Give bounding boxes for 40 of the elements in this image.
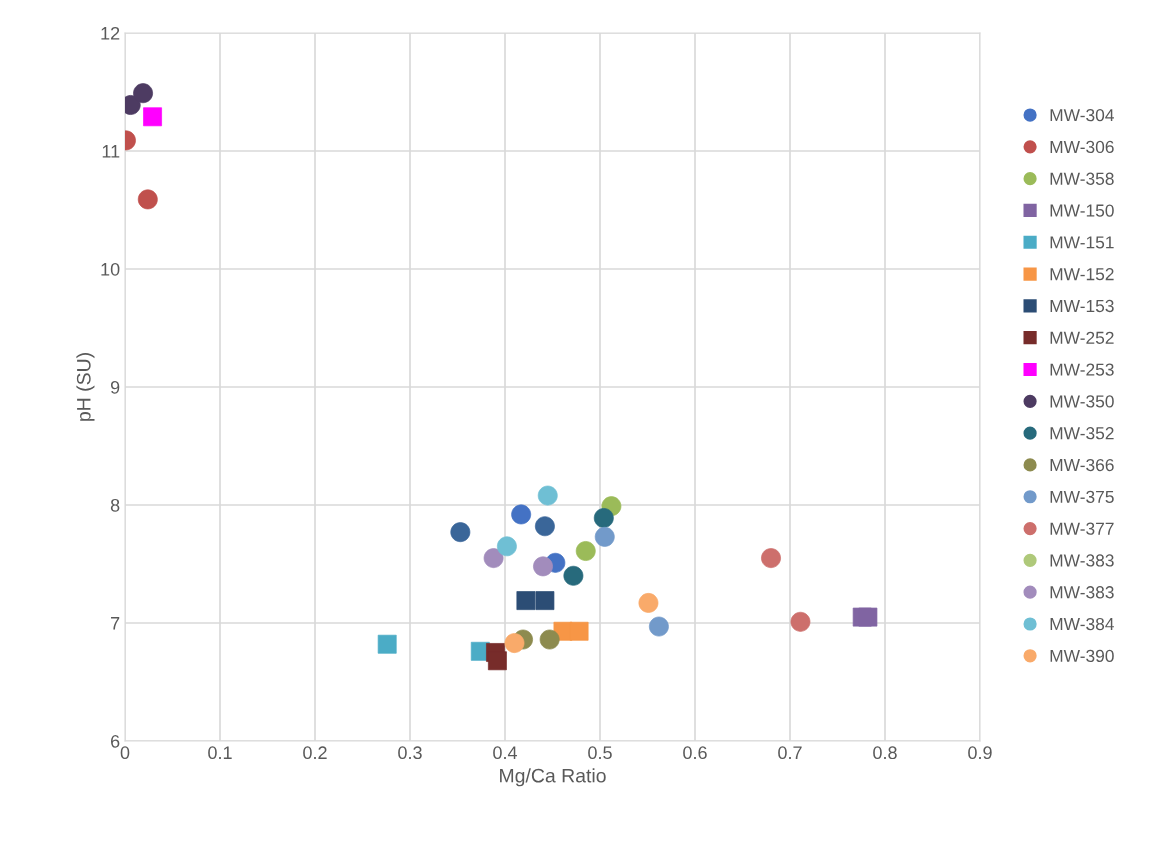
point xyxy=(563,565,584,586)
legend-label: MW-306 xyxy=(1050,140,1114,154)
legend-label: MW-304 xyxy=(1050,108,1114,122)
x-tick-label: 0.7 xyxy=(778,746,802,760)
y-axis-title: pH (SU) xyxy=(76,353,95,421)
legend-label: MW-350 xyxy=(1050,395,1114,408)
x-axis-title: Mg/Ca Ratio xyxy=(500,768,606,787)
x-tick-label: 0.5 xyxy=(588,746,612,760)
legend-label: MW-151 xyxy=(1050,236,1114,249)
legend-label: MW-152 xyxy=(1050,268,1114,281)
legend-label: MW-377 xyxy=(1050,522,1114,535)
x-tick-label: 0.4 xyxy=(493,746,518,760)
legend-label: MW-252 xyxy=(1050,331,1114,344)
legend-label: MW-153 xyxy=(1050,299,1114,313)
x-tick-label: 0.3 xyxy=(398,746,422,760)
x-tick-label: 0 xyxy=(120,746,130,760)
x-tick-label: 0.9 xyxy=(968,746,992,760)
legend-label: MW-366 xyxy=(1050,458,1114,472)
x-tick-label: 0.8 xyxy=(873,746,897,760)
legend-label: MW-253 xyxy=(1050,363,1114,376)
legend-label: MW-384 xyxy=(1050,617,1114,631)
x-tick-label: 0.2 xyxy=(303,746,327,760)
x-tick-label: 0.1 xyxy=(208,746,232,760)
legend-label: MW-383 xyxy=(1050,554,1114,567)
point xyxy=(575,541,596,561)
y-tick-label: 10 xyxy=(101,262,120,276)
y-tick-label: 12 xyxy=(101,26,120,40)
point xyxy=(790,611,811,632)
y-tick-label: 7 xyxy=(111,617,120,630)
legend-label: MW-375 xyxy=(1050,490,1114,503)
legend-label: MW-352 xyxy=(1050,427,1114,440)
y-tick-label: 11 xyxy=(102,145,120,158)
y-tick-label: 8 xyxy=(110,498,120,512)
legend-label: MW-358 xyxy=(1050,172,1114,185)
legend-label: MW-390 xyxy=(1050,649,1114,663)
legend-label: MW-383 xyxy=(1050,586,1114,599)
y-tick-label: 9 xyxy=(110,380,120,394)
legend-label: MW-150 xyxy=(1050,204,1114,217)
x-tick-label: 0.6 xyxy=(683,746,707,760)
y-tick-label: 6 xyxy=(111,734,120,748)
